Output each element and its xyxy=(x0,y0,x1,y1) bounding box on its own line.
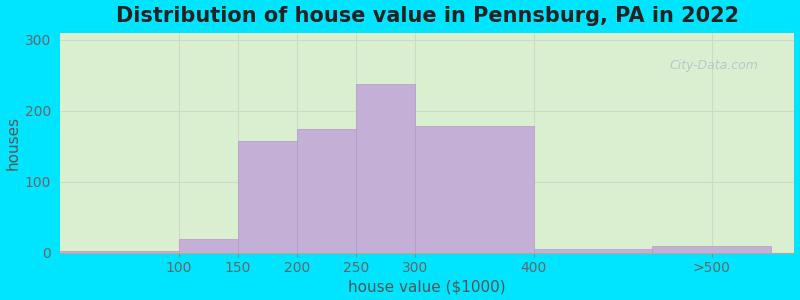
Bar xyxy=(297,129,356,253)
Bar xyxy=(415,127,534,253)
Title: Distribution of house value in Pennsburg, PA in 2022: Distribution of house value in Pennsburg… xyxy=(116,6,739,26)
Bar xyxy=(60,251,178,253)
Bar xyxy=(652,246,770,253)
Bar xyxy=(534,249,652,253)
Bar xyxy=(356,84,415,253)
Text: City-Data.com: City-Data.com xyxy=(670,59,758,72)
Bar xyxy=(178,239,238,253)
Bar xyxy=(238,141,297,253)
Y-axis label: houses: houses xyxy=(6,116,21,170)
X-axis label: house value ($1000): house value ($1000) xyxy=(349,279,506,294)
